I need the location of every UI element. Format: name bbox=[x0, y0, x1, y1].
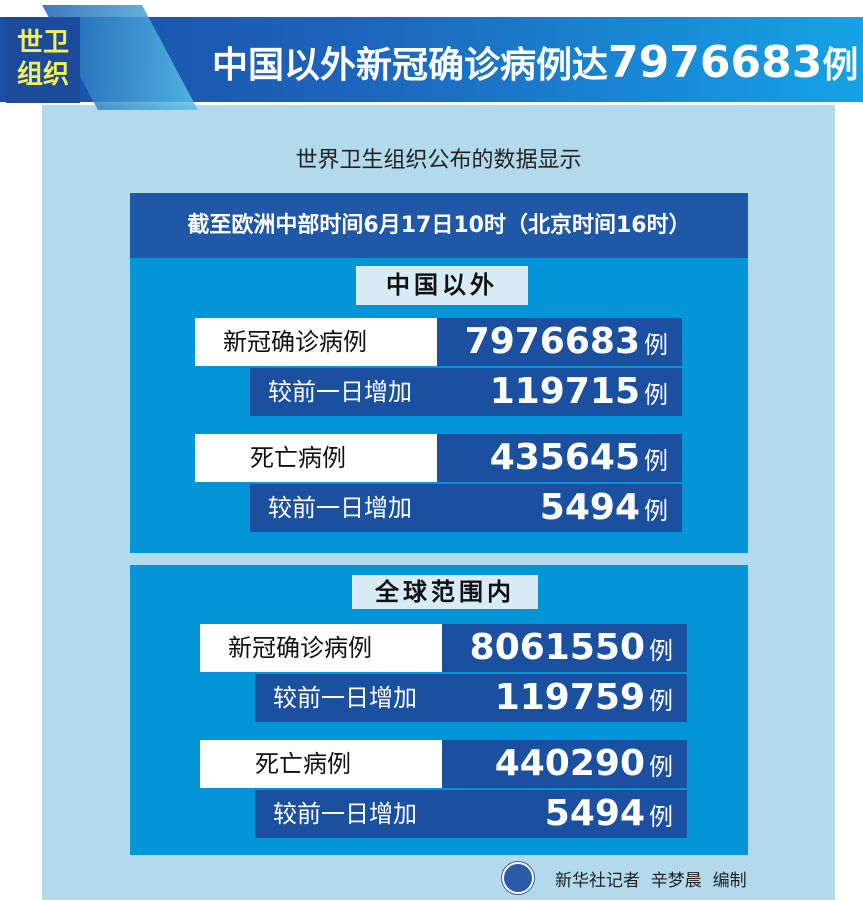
value-number: 119715 bbox=[489, 371, 640, 412]
row-label: 新冠确诊病例 bbox=[195, 318, 437, 366]
value-unit: 例 bbox=[649, 753, 673, 781]
value-number: 440290 bbox=[494, 743, 645, 784]
page-title: 中国以外新冠确诊病例达7976683例 bbox=[212, 28, 858, 101]
row-label: 新冠确诊病例 bbox=[200, 624, 442, 672]
title-suffix: 例 bbox=[822, 45, 859, 86]
xinhua-logo-icon bbox=[502, 862, 534, 894]
row-label: 死亡病例 bbox=[195, 434, 437, 482]
who-tag: 世卫 组织 bbox=[6, 17, 80, 103]
subtitle: 世界卫生组织公布的数据显示 bbox=[295, 148, 582, 173]
value-unit: 例 bbox=[649, 803, 673, 831]
title-number: 7976683 bbox=[608, 37, 823, 88]
row-label: 较前一日增加 bbox=[273, 800, 417, 828]
row-increase: 较前一日增加 5494 例 bbox=[255, 790, 687, 838]
value-number: 435645 bbox=[489, 437, 640, 478]
value-unit: 例 bbox=[644, 331, 668, 359]
row-increase: 较前一日增加 5494 例 bbox=[250, 484, 682, 532]
value-number: 5494 bbox=[544, 793, 645, 834]
value-number: 7976683 bbox=[464, 321, 640, 362]
value-unit: 例 bbox=[649, 637, 673, 665]
row-label: 死亡病例 bbox=[200, 740, 442, 788]
section-label: 中国以外 bbox=[356, 266, 528, 305]
row-value: 440290 例 bbox=[442, 740, 687, 788]
title-prefix: 中国以外新冠确诊病例达 bbox=[212, 45, 609, 86]
row-value: 435645 例 bbox=[437, 434, 682, 482]
row-label: 较前一日增加 bbox=[273, 684, 417, 712]
value-number: 8061550 bbox=[469, 627, 645, 668]
row-value: 7976683 例 bbox=[437, 318, 682, 366]
footer-credit: 新华社记者 辛梦晨 编制 bbox=[555, 871, 747, 891]
row-label: 较前一日增加 bbox=[268, 378, 412, 406]
row-value: 8061550 例 bbox=[442, 624, 687, 672]
value-unit: 例 bbox=[649, 687, 673, 715]
tag-line-2: 组织 bbox=[16, 60, 69, 90]
row-increase: 较前一日增加 119715 例 bbox=[250, 368, 682, 416]
value-unit: 例 bbox=[644, 381, 668, 409]
tag-line-1: 世卫 bbox=[16, 28, 69, 58]
value-number: 119759 bbox=[494, 677, 645, 718]
date-banner: 截至欧洲中部时间6月17日10时（北京时间16时） bbox=[130, 193, 748, 258]
section-label: 全球范围内 bbox=[352, 575, 538, 609]
value-unit: 例 bbox=[644, 497, 668, 525]
value-number: 5494 bbox=[539, 487, 640, 528]
value-unit: 例 bbox=[644, 447, 668, 475]
row-increase: 较前一日增加 119759 例 bbox=[255, 674, 687, 722]
row-label: 较前一日增加 bbox=[268, 494, 412, 522]
